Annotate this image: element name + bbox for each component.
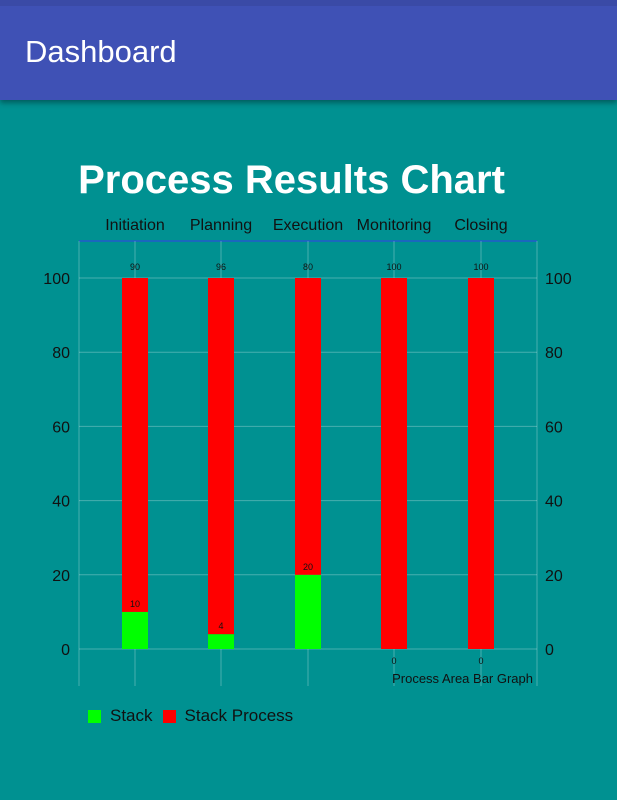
y-tick-label-left: 40 <box>52 494 70 511</box>
app-bar: Dashboard <box>0 0 617 100</box>
bar-segment-stack-process <box>381 278 407 649</box>
data-label-stack-process: 100 <box>386 262 401 272</box>
status-bar <box>0 0 617 6</box>
category-label: Closing <box>454 217 507 234</box>
category-label: Execution <box>273 217 343 234</box>
category-label: Initiation <box>105 217 165 234</box>
legend-label-stack: Stack <box>110 706 153 725</box>
bar-segment-stack <box>208 634 234 649</box>
data-label-stack-process: 96 <box>216 262 226 272</box>
y-tick-label-left: 0 <box>61 642 70 659</box>
app-title: Dashboard <box>25 34 177 69</box>
bar-segment-stack <box>295 574 321 649</box>
bar-segment-stack-process <box>208 278 234 635</box>
data-label-stack: 4 <box>218 621 223 631</box>
y-tick-label-right: 80 <box>545 345 563 362</box>
chart-title: Process Results Chart <box>78 158 505 202</box>
data-label-stack-process: 100 <box>473 262 488 272</box>
chart-description: Process Area Bar Graph <box>392 671 533 686</box>
legend-swatch-stack <box>88 709 101 723</box>
legend-swatch-stack-process <box>162 709 176 723</box>
data-label-stack: 20 <box>303 562 313 572</box>
y-tick-label-right: 20 <box>545 568 563 585</box>
legend-label-stack-process: Stack Process <box>184 706 294 725</box>
category-label: Monitoring <box>357 217 432 234</box>
data-label-stack-process: 80 <box>303 262 313 272</box>
data-label-stack-process: 90 <box>130 262 140 272</box>
chart-legend: Stack Stack Process <box>88 705 303 727</box>
category-label: Planning <box>190 217 252 234</box>
y-tick-label-left: 100 <box>43 271 70 288</box>
data-label-stack: 10 <box>130 599 140 609</box>
y-tick-label-right: 60 <box>545 419 563 436</box>
data-label-stack: 0 <box>478 656 483 666</box>
bar-segment-stack-process <box>295 278 321 575</box>
bar-segment-stack-process <box>122 278 148 612</box>
bar-segment-stack <box>122 611 148 649</box>
bar-segment-stack-process <box>468 278 494 649</box>
y-tick-label-left: 80 <box>52 345 70 362</box>
y-tick-label-right: 0 <box>545 642 554 659</box>
y-tick-label-right: 100 <box>545 271 572 288</box>
y-tick-label-left: 60 <box>52 419 70 436</box>
y-tick-label-right: 40 <box>545 494 563 511</box>
data-label-stack: 0 <box>391 656 396 666</box>
y-tick-label-left: 20 <box>52 568 70 585</box>
